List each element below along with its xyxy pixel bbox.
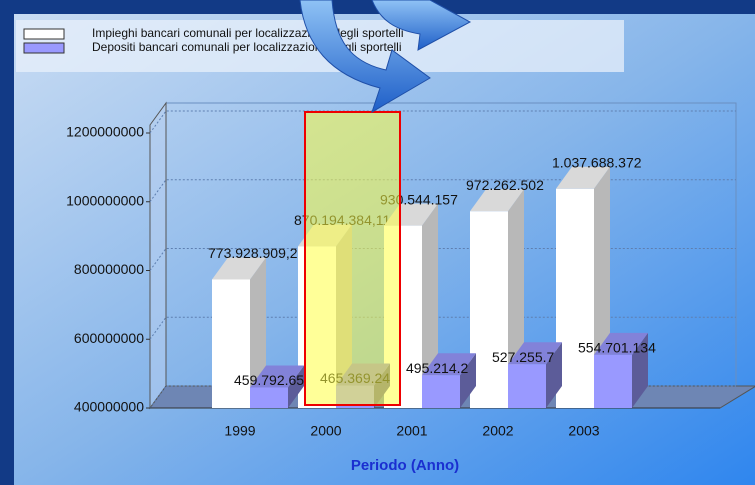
bar-top (212, 257, 266, 280)
grid-line (149, 316, 736, 340)
grid-line (149, 248, 736, 271)
legend-swatch (23, 28, 65, 40)
value-label: 495.214.2 (406, 360, 468, 376)
value-label: 459.792.65 (234, 372, 304, 388)
grid-line (149, 179, 736, 203)
y-tick-label: 1200000000 (66, 124, 144, 140)
bar-side (288, 365, 304, 408)
y-tick-label: 600000000 (74, 330, 144, 346)
bar (250, 365, 304, 408)
value-label: 773.928.909,2 (208, 245, 298, 261)
bar-side (250, 257, 266, 408)
bar-top (250, 365, 304, 388)
y-tick-label: 400000000 (74, 399, 144, 415)
grid-line (149, 110, 736, 134)
bar-front (508, 364, 546, 408)
bar-top (508, 342, 562, 365)
y-tick-label: 1000000000 (66, 192, 144, 208)
value-label: 1.037.688.372 (552, 154, 642, 170)
overlay-arrow (299, 0, 431, 114)
x-tick-label: 1999 (224, 423, 255, 439)
legend-label: Impieghi bancari comunali per localizzaz… (92, 26, 404, 40)
x-axis-title: Periodo (Anno) (351, 457, 459, 474)
bar-front (594, 354, 632, 408)
bar-top (594, 332, 648, 355)
bar (508, 342, 562, 408)
bar-front (470, 211, 508, 408)
value-label: 554.701.134 (578, 340, 656, 356)
bar-top (556, 166, 610, 189)
overlay-arrow (371, 0, 472, 51)
bar-side (632, 332, 648, 408)
x-tick-label: 2000 (310, 423, 341, 439)
bar-side (460, 353, 476, 408)
plot-area: 400000000 600000000 800000000 1000000000 120… (66, 101, 755, 439)
x-tick-label: 2001 (396, 423, 427, 439)
bar-front (212, 279, 250, 408)
bar (422, 353, 476, 408)
bar (594, 332, 648, 408)
x-tick-label: 2002 (482, 423, 513, 439)
bar-top (470, 189, 524, 212)
legend-swatch (23, 42, 65, 54)
x-tick-label: 2003 (568, 423, 599, 439)
grid-line (149, 385, 736, 409)
legend-label: Depositi bancari comunali per localizzaz… (92, 40, 402, 54)
bar-side (422, 203, 438, 408)
bar-side (546, 342, 562, 408)
value-label: 527.255.7 (492, 349, 554, 365)
bar (212, 257, 266, 408)
side-wall (149, 101, 167, 410)
value-label: 972.262.502 (466, 177, 544, 193)
y-tick-label: 800000000 (74, 261, 144, 277)
bar-front (250, 387, 288, 408)
bar-front (422, 375, 460, 408)
bar-front (556, 188, 594, 408)
selection-highlight (304, 111, 401, 406)
bar-top (422, 353, 476, 376)
